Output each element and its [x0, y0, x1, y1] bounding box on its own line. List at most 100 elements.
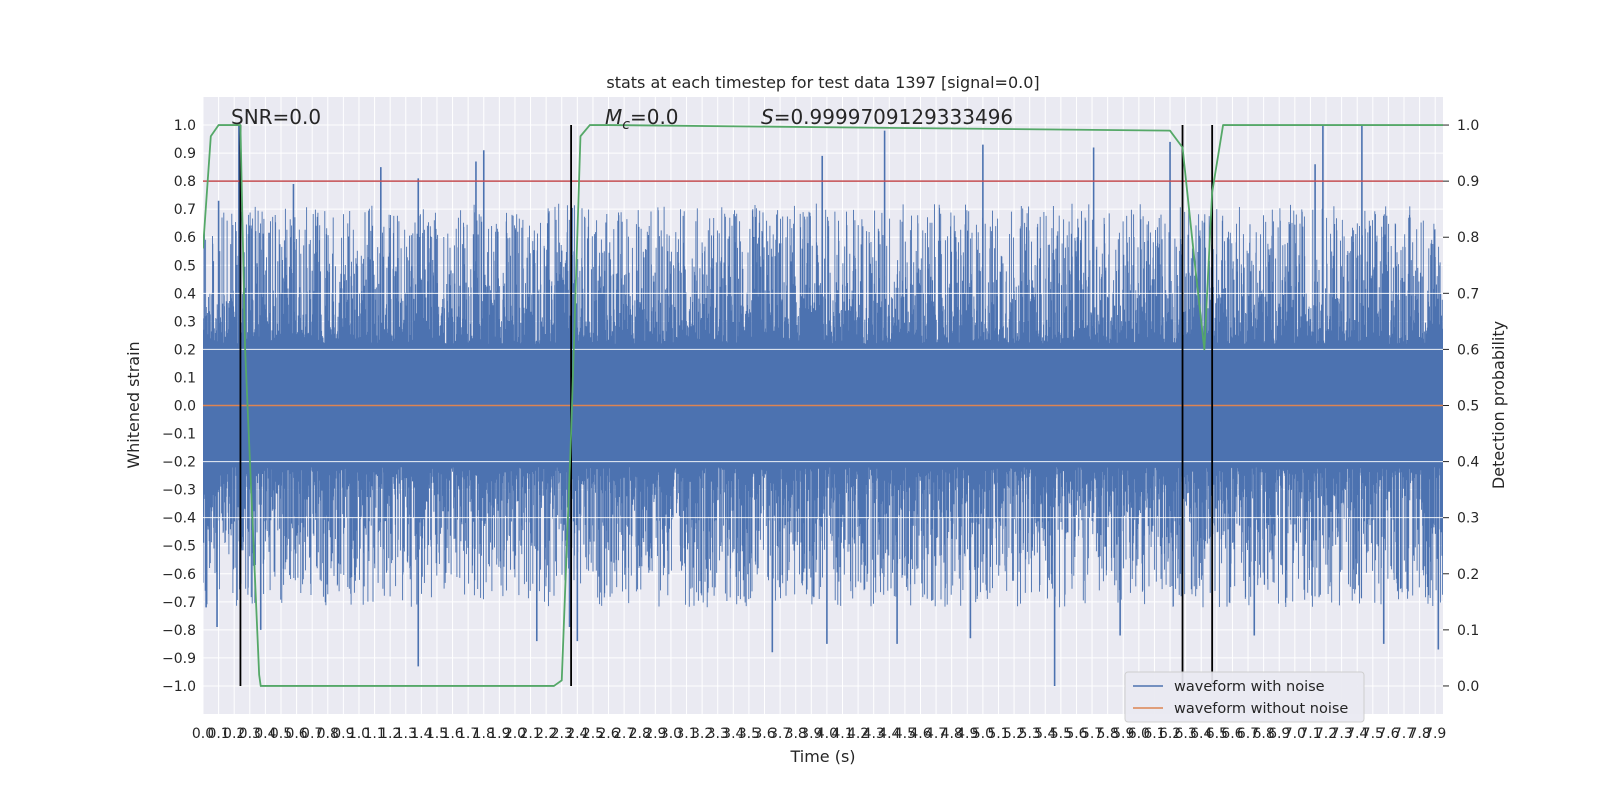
x-tick-label: 3.5	[738, 726, 760, 742]
x-tick-label: 6.5	[1206, 726, 1228, 742]
left-y-tick-label: 0.7	[174, 202, 196, 218]
x-tick-label: 2.2	[535, 726, 557, 742]
left-y-tick-label: −1.0	[162, 679, 196, 695]
left-y-tick-label: −0.4	[162, 511, 196, 527]
x-tick-label: 0.3	[239, 726, 261, 742]
x-tick-label: 1.4	[410, 726, 432, 742]
x-tick-label: 1.0	[348, 726, 370, 742]
left-y-tick-label: −0.9	[162, 651, 196, 667]
x-tick-label: 5.9	[1112, 726, 1134, 742]
x-tick-label: 2.6	[597, 726, 619, 742]
x-tick-label: 7.5	[1362, 726, 1384, 742]
x-tick-label: 3.8	[785, 726, 807, 742]
left-y-tick-label: −0.6	[162, 567, 196, 583]
right-y-tick-label: 0.8	[1457, 230, 1479, 246]
chirp-mass-value: =0.0	[630, 105, 679, 129]
x-tick-label: 7.6	[1377, 726, 1399, 742]
x-tick-label: 1.8	[473, 726, 495, 742]
x-tick-label: 4.9	[956, 726, 978, 742]
right-y-tick-label: 0.6	[1457, 342, 1479, 358]
x-tick-label: 2.3	[551, 726, 573, 742]
x-tick-label: 3.3	[707, 726, 729, 742]
x-tick-label: 1.1	[363, 726, 385, 742]
x-tick-label: 0.9	[332, 726, 354, 742]
x-tick-label: 5.2	[1003, 726, 1025, 742]
x-tick-label: 4.7	[925, 726, 947, 742]
left-y-tick-label: 0.4	[174, 286, 196, 302]
x-tick-label: 6.7	[1237, 726, 1259, 742]
right-y-tick-label: 1.0	[1457, 118, 1479, 134]
x-tick-label: 4.1	[831, 726, 853, 742]
x-axis-label: Time (s)	[789, 747, 855, 766]
x-tick-label: 5.0	[972, 726, 994, 742]
score-value: =0.9999709129333496	[774, 105, 1013, 129]
x-tick-label: 0.7	[301, 726, 323, 742]
left-y-tick-label: −0.8	[162, 623, 196, 639]
left-y-tick-label: 0.5	[174, 258, 196, 274]
x-tick-label: 7.3	[1330, 726, 1352, 742]
legend: waveform with noise waveform without noi…	[1124, 671, 1365, 723]
x-tick-label: 7.9	[1424, 726, 1446, 742]
right-y-tick-label: 0.2	[1457, 567, 1479, 583]
x-tick-label: 5.7	[1081, 726, 1103, 742]
x-tick-label: 0.0	[192, 726, 214, 742]
x-tick-label: 5.6	[1065, 726, 1087, 742]
x-tick-label: 6.6	[1221, 726, 1243, 742]
chirp-mass-subscript: c	[622, 117, 630, 133]
legend-label-noise: waveform with noise	[1174, 679, 1325, 695]
x-tick-label: 4.3	[863, 726, 885, 742]
x-tick-label: 2.7	[613, 726, 635, 742]
x-tick-label: 2.4	[566, 726, 588, 742]
left-y-tick-label: 0.8	[174, 174, 196, 190]
x-tick-label: 6.0	[1128, 726, 1150, 742]
x-tick-label: 2.5	[582, 726, 604, 742]
left-y-tick-label: −0.7	[162, 595, 196, 611]
x-tick-label: 5.1	[987, 726, 1009, 742]
x-tick-label: 4.8	[941, 726, 963, 742]
x-tick-label: 3.7	[769, 726, 791, 742]
x-tick-label: 6.8	[1252, 726, 1274, 742]
right-y-tick-label: 0.1	[1457, 623, 1479, 639]
score-symbol: S	[761, 105, 774, 129]
x-tick-label: 6.9	[1268, 726, 1290, 742]
x-tick-label: 2.9	[644, 726, 666, 742]
x-tick-label: 0.1	[207, 726, 229, 742]
left-y-tick-label: −0.5	[162, 539, 196, 555]
left-y-tick-label: 0.9	[174, 146, 196, 162]
right-y-tick-label: 0.3	[1457, 511, 1479, 527]
x-tick-label: 1.6	[441, 726, 463, 742]
x-tick-label: 1.2	[379, 726, 401, 742]
x-tick-label: 0.6	[285, 726, 307, 742]
right-y-axis-label: Detection probability	[1489, 321, 1508, 489]
chart-title: stats at each timestep for test data 139…	[606, 73, 1039, 92]
right-y-tick-label: 0.7	[1457, 286, 1479, 302]
x-tick-label: 6.2	[1159, 726, 1181, 742]
x-tick-label: 2.8	[629, 726, 651, 742]
x-tick-label: 7.7	[1393, 726, 1415, 742]
left-y-tick-label: −0.2	[162, 455, 196, 471]
left-y-tick-label: 0.0	[174, 399, 196, 415]
x-tick-label: 3.6	[753, 726, 775, 742]
x-tick-label: 4.6	[909, 726, 931, 742]
x-tick-label: 7.4	[1346, 726, 1368, 742]
right-y-tick-label: 0.4	[1457, 455, 1479, 471]
detection-probability-line	[203, 124, 1443, 687]
x-tick-label: 7.8	[1408, 726, 1430, 742]
x-tick-labels: 0.00.10.20.30.40.50.60.70.80.91.01.11.21…	[192, 726, 1446, 742]
x-tick-label: 1.9	[488, 726, 510, 742]
x-tick-label: 3.0	[660, 726, 682, 742]
x-tick-label: 4.5	[894, 726, 916, 742]
left-y-tick-label: 0.2	[174, 342, 196, 358]
right-y-tick-label: 0.0	[1457, 679, 1479, 695]
x-tick-label: 5.3	[1019, 726, 1041, 742]
x-tick-label: 0.4	[254, 726, 276, 742]
x-tick-label: 3.9	[800, 726, 822, 742]
x-tick-label: 2.1	[519, 726, 541, 742]
x-tick-label: 6.3	[1175, 726, 1197, 742]
x-tick-label: 0.5	[270, 726, 292, 742]
right-y-tick-labels: 0.0 0.1 0.2 0.3 0.4 0.5 0.6 0.7 0.8 0.9 1.0	[1443, 118, 1479, 695]
left-y-tick-label: 0.3	[174, 314, 196, 330]
x-tick-label: 1.3	[395, 726, 417, 742]
right-y-tick-label: 0.9	[1457, 174, 1479, 190]
